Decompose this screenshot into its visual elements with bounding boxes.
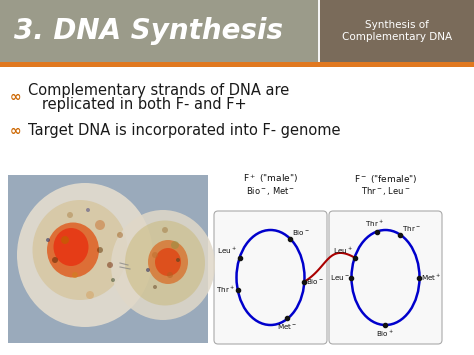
Text: Leu$^+$: Leu$^+$: [217, 245, 237, 256]
Bar: [0, 0, 318, 62]
FancyBboxPatch shape: [329, 211, 442, 344]
Bar: [8, 175, 208, 343]
Text: Target DNA is incorporated into F- genome: Target DNA is incorporated into F- genom…: [28, 124, 340, 138]
Text: ∞: ∞: [10, 124, 21, 138]
Circle shape: [67, 212, 73, 218]
Text: Thr$^-$: Thr$^-$: [402, 224, 420, 233]
Ellipse shape: [17, 183, 153, 327]
Text: F$^+$ ("male"): F$^+$ ("male"): [243, 172, 298, 185]
Circle shape: [162, 227, 168, 233]
Text: 3. DNA Synthesis: 3. DNA Synthesis: [14, 17, 283, 45]
Ellipse shape: [33, 200, 128, 300]
Text: ∞: ∞: [10, 90, 21, 104]
Text: Bio$^-$, Met$^-$: Bio$^-$, Met$^-$: [246, 185, 295, 197]
Text: Bio$^-$: Bio$^-$: [306, 277, 325, 286]
Circle shape: [153, 285, 157, 289]
Ellipse shape: [54, 228, 89, 266]
Circle shape: [176, 258, 180, 262]
FancyBboxPatch shape: [214, 211, 327, 344]
Ellipse shape: [155, 248, 181, 276]
Circle shape: [95, 220, 105, 230]
Circle shape: [107, 262, 113, 268]
Text: Thr$^+$: Thr$^+$: [365, 219, 384, 229]
Circle shape: [97, 247, 103, 253]
Text: Thr$^-$, Leu$^-$: Thr$^-$, Leu$^-$: [361, 185, 410, 197]
Circle shape: [86, 291, 94, 299]
Text: Leu$^+$: Leu$^+$: [333, 245, 353, 256]
Circle shape: [152, 252, 158, 258]
Bar: [0, 67, 474, 355]
Circle shape: [171, 241, 179, 249]
Text: Met$^-$: Met$^-$: [277, 322, 298, 331]
Circle shape: [61, 236, 69, 244]
Text: replicated in both F- and F+: replicated in both F- and F+: [28, 98, 246, 113]
Circle shape: [72, 272, 78, 278]
Bar: [0, 62, 474, 67]
Ellipse shape: [111, 210, 215, 320]
Text: Thr$^+$: Thr$^+$: [216, 284, 235, 295]
Text: F$^-$ ("female"): F$^-$ ("female"): [354, 173, 417, 185]
Text: Leu$^-$: Leu$^-$: [330, 273, 349, 282]
Circle shape: [111, 278, 115, 282]
Text: Bio$^+$: Bio$^+$: [376, 328, 394, 339]
Circle shape: [52, 257, 58, 263]
Circle shape: [46, 238, 50, 242]
Bar: [320, 0, 474, 62]
Circle shape: [167, 272, 173, 278]
Circle shape: [117, 232, 123, 238]
Text: Met$^+$: Met$^+$: [421, 272, 442, 283]
Text: Bio$^-$: Bio$^-$: [292, 228, 310, 237]
Circle shape: [146, 268, 150, 272]
Ellipse shape: [148, 240, 188, 284]
Circle shape: [86, 208, 90, 212]
Ellipse shape: [47, 223, 99, 278]
Text: Complementary strands of DNA are: Complementary strands of DNA are: [28, 82, 289, 98]
Ellipse shape: [125, 220, 205, 306]
Text: Synthesis of
Complementary DNA: Synthesis of Complementary DNA: [342, 20, 452, 42]
